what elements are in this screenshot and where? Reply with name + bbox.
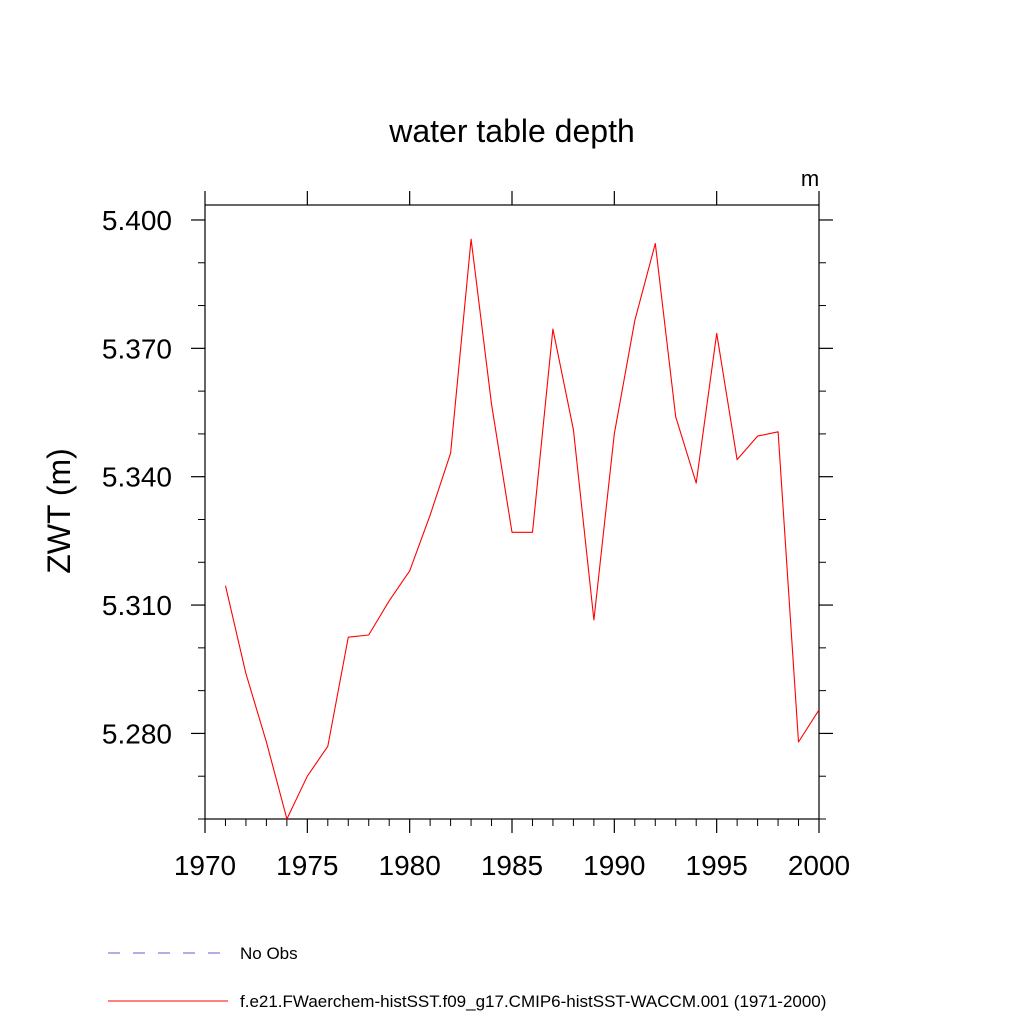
- series-layer: [224, 238, 820, 820]
- plot-frame: [204, 204, 820, 820]
- y-tick-label-0: 5.280: [102, 718, 172, 749]
- x-tick-label-1980: 1980: [379, 850, 441, 881]
- legend: No Obs f.e21.FWaerchem-histSST.f09_g17.C…: [108, 944, 826, 1011]
- x-tick-label-1970: 1970: [174, 850, 236, 881]
- x-tick-label-2000: 2000: [788, 850, 850, 881]
- axis-ticks: [191, 191, 833, 833]
- y-tick-label-3: 5.370: [102, 333, 172, 364]
- y-axis-label: ZWT (m): [41, 448, 77, 574]
- y-tick-label-2: 5.340: [102, 462, 172, 493]
- x-tick-label-1995: 1995: [686, 850, 748, 881]
- y-tick-label-4: 5.400: [102, 205, 172, 236]
- chart-title: water table depth: [388, 113, 635, 149]
- x-tick-label-1990: 1990: [583, 850, 645, 881]
- axis-tick-labels: 1970 1975 1980 1985 1990 1995 2000 5.280 5.310 5.…: [102, 205, 850, 881]
- x-tick-label-1975: 1975: [276, 850, 338, 881]
- legend-label-no-obs: No Obs: [240, 944, 298, 963]
- series-line-1: [224, 238, 820, 820]
- x-tick-label-1985: 1985: [481, 850, 543, 881]
- y-tick-label-1: 5.310: [102, 590, 172, 621]
- units-label: m: [801, 166, 819, 191]
- legend-label-model-run: f.e21.FWaerchem-histSST.f09_g17.CMIP6-hi…: [240, 992, 826, 1011]
